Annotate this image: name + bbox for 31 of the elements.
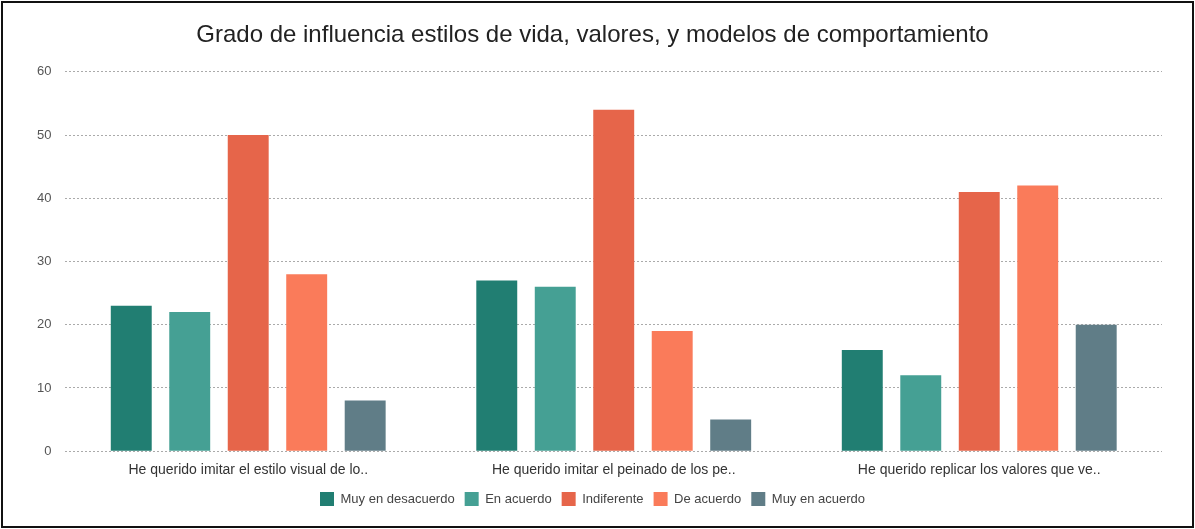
bar [958, 191, 1000, 451]
y-tick-label: 10 [36, 379, 52, 395]
y-tick-label: 50 [36, 126, 52, 142]
bar [710, 419, 752, 451]
x-tick-label: He querido imitar el peinado de los pe.. [491, 461, 736, 478]
y-tick-label: 30 [36, 253, 52, 269]
bar [169, 312, 211, 451]
legend-label: De acuerdo [674, 490, 742, 506]
bar [227, 135, 269, 451]
y-tick-label: 0 [44, 442, 52, 458]
bar [476, 280, 518, 451]
bar [110, 305, 152, 451]
x-tick-label: He querido replicar los valores que ve.. [857, 461, 1101, 478]
y-tick-label: 60 [36, 63, 52, 79]
legend-label: Indiferente [582, 490, 644, 506]
legend-label: Muy en acuerdo [771, 490, 866, 506]
bar [534, 286, 576, 451]
bar [841, 350, 883, 451]
bar [593, 109, 635, 451]
bar [286, 274, 328, 451]
legend-label: Muy en desacuerdo [340, 490, 455, 506]
bar [1017, 185, 1059, 451]
bar [344, 400, 386, 451]
y-tick-label: 40 [36, 189, 52, 205]
x-tick-label: He querido imitar el estilo visual de lo.. [128, 461, 369, 478]
bar [651, 331, 693, 451]
chart-title: Grado de influencia estilos de vida, valores, y modelos de comportamiento [196, 20, 989, 48]
y-tick-label: 20 [36, 316, 52, 332]
bar [1075, 324, 1117, 451]
bar [900, 375, 942, 451]
legend-label: En acuerdo [485, 490, 552, 506]
